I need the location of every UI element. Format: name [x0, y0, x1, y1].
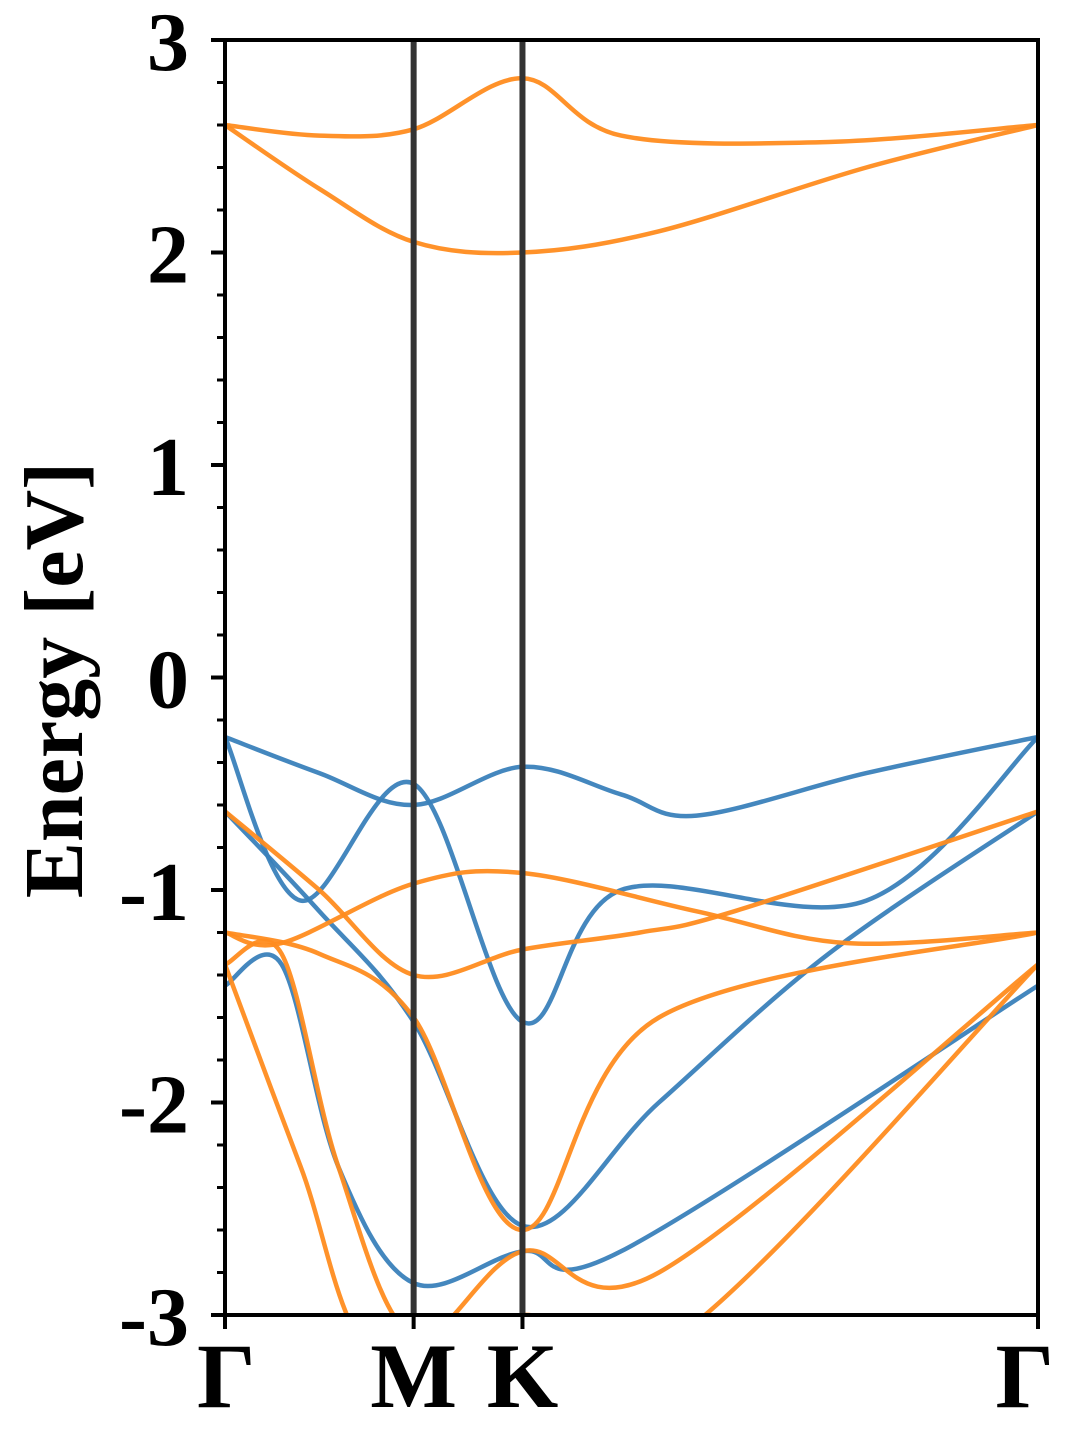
band-line-2 [225, 122, 1038, 256]
band-line-10 [225, 938, 1038, 1315]
x-tick-label: M [370, 1325, 457, 1427]
band-line-8 [225, 868, 1038, 948]
band-line-6 [225, 952, 1038, 1289]
x-tick-label: K [487, 1325, 559, 1427]
x-tick-label: Γ [995, 1325, 1054, 1427]
axes [223, 38, 1040, 1317]
y-tick-label: 1 [147, 421, 189, 514]
band-line-7 [225, 809, 1038, 980]
band-line-1 [225, 76, 1038, 146]
y-tick-label: 3 [147, 0, 189, 89]
y-tick-label: 2 [147, 209, 189, 302]
y-ticks: 3 2 1 0 -1 -2 -3 [119, 0, 225, 1364]
band-line-3 [225, 734, 1038, 819]
band-line-4 [225, 735, 1038, 1026]
band-line-11 [225, 962, 1038, 1315]
y-tick-label: -2 [119, 1059, 189, 1152]
plot-frame [223, 38, 1040, 1317]
band-lines [225, 76, 1038, 1315]
x-tick-label: Γ [197, 1325, 256, 1427]
kpoint-lines [410, 40, 526, 1315]
y-axis-label: Energy [eV] [8, 462, 101, 898]
y-tick-label: -3 [119, 1271, 189, 1364]
y-tick-label: 0 [147, 634, 189, 727]
band-line-5 [225, 809, 1038, 1230]
y-tick-label: -1 [119, 846, 189, 939]
